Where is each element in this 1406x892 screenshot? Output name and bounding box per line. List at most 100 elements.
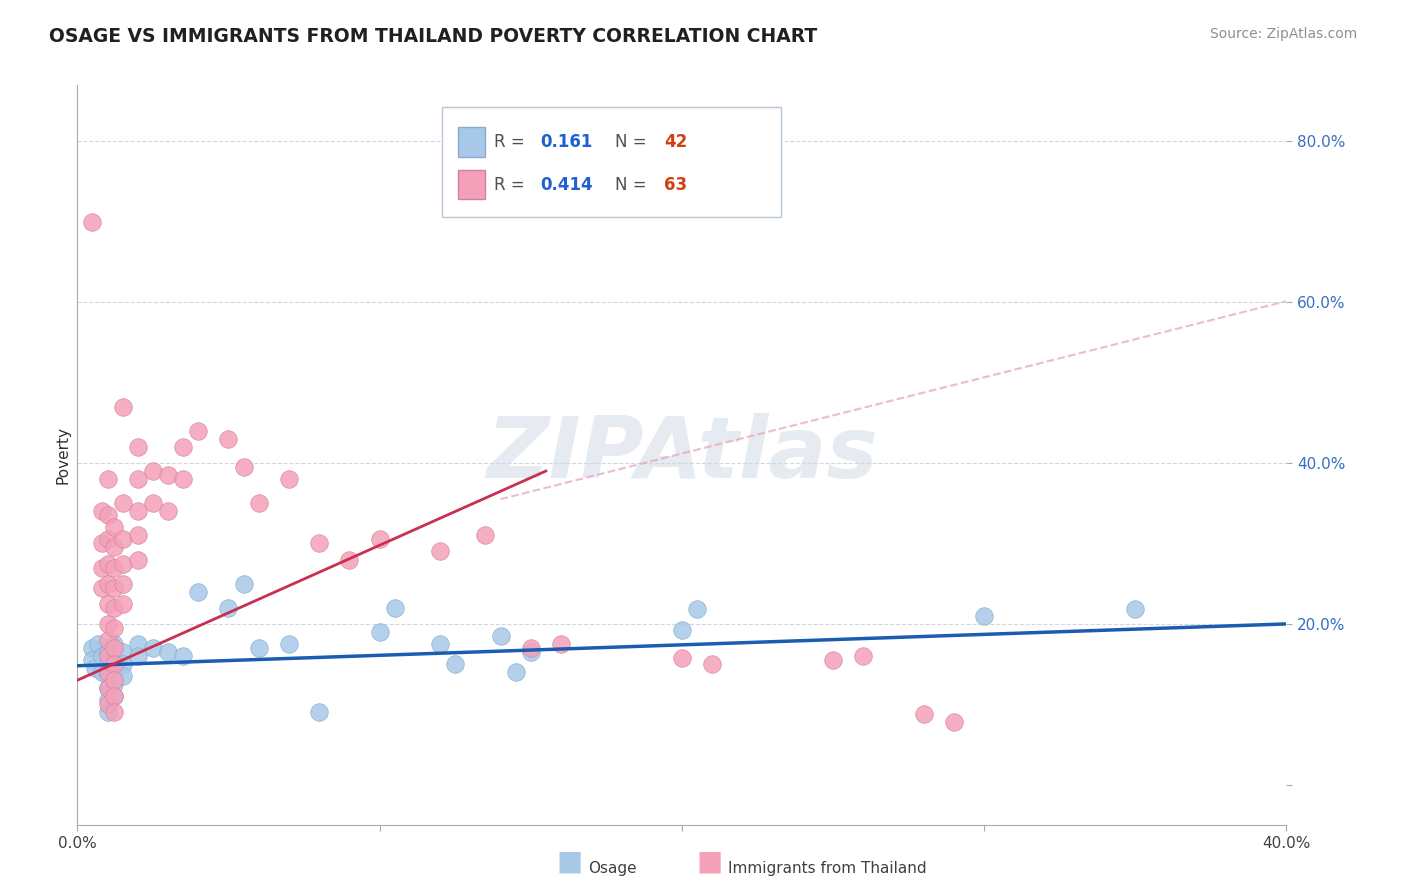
Point (103, 560, 125, 574)
Point (103, 677, 125, 691)
Point (103, 665, 125, 680)
Text: Immigrants from Thailand: Immigrants from Thailand (728, 861, 927, 876)
Point (96, 657, 118, 672)
Text: 63: 63 (664, 176, 688, 194)
Point (103, 657, 125, 672)
Point (96, 693, 118, 707)
Point (103, 673, 125, 688)
Point (671, 650, 693, 665)
Point (127, 504, 149, 518)
Point (90, 504, 112, 518)
Point (157, 645, 180, 659)
Point (1123, 602, 1146, 616)
Point (103, 690, 125, 704)
Point (157, 468, 180, 483)
Point (702, 657, 724, 672)
Point (111, 597, 134, 611)
Point (308, 706, 330, 720)
Point (232, 576, 254, 591)
Point (103, 600, 125, 615)
Point (82, 214, 104, 228)
Point (142, 464, 165, 478)
Point (550, 637, 572, 651)
Point (218, 432, 240, 446)
Point (247, 496, 270, 510)
Text: R =: R = (495, 133, 530, 151)
Point (127, 637, 149, 651)
FancyBboxPatch shape (458, 169, 485, 200)
Point (111, 400, 134, 414)
Point (187, 424, 209, 438)
Text: OSAGE VS IMMIGRANTS FROM THAILAND POVERTY CORRELATION CHART: OSAGE VS IMMIGRANTS FROM THAILAND POVERT… (49, 27, 817, 45)
Point (127, 528, 149, 542)
Point (96, 616, 118, 631)
Point (172, 649, 194, 664)
Point (368, 533, 391, 547)
Point (686, 602, 709, 616)
Text: R =: R = (495, 176, 530, 194)
Point (127, 552, 149, 566)
Point (111, 669, 134, 683)
Point (308, 536, 330, 550)
Point (111, 533, 134, 547)
Point (187, 584, 209, 599)
Point (429, 637, 451, 651)
Point (103, 637, 125, 651)
Point (520, 641, 543, 656)
Point (912, 706, 935, 721)
Point (474, 528, 496, 542)
Point (103, 581, 125, 595)
Point (384, 600, 406, 615)
Point (96, 472, 118, 486)
Point (103, 706, 125, 720)
Point (103, 541, 125, 555)
Point (96, 649, 118, 664)
Point (127, 472, 149, 486)
Point (444, 657, 467, 672)
Point (111, 496, 134, 510)
Text: Source: ZipAtlas.com: Source: ZipAtlas.com (1209, 27, 1357, 41)
Point (96, 681, 118, 696)
Point (278, 472, 301, 486)
Point (103, 621, 125, 635)
Point (90, 665, 112, 680)
Point (96, 597, 118, 611)
Point (96, 508, 118, 523)
Point (111, 645, 134, 659)
Point (90, 536, 112, 550)
Point (942, 715, 965, 730)
Point (84, 661, 107, 675)
Point (103, 641, 125, 656)
Point (111, 557, 134, 571)
Point (127, 440, 149, 454)
Point (852, 649, 875, 664)
Point (111, 657, 134, 672)
Point (87, 637, 110, 651)
Point (172, 440, 194, 454)
Point (96, 665, 118, 680)
Point (90, 581, 112, 595)
Text: 0.161: 0.161 (540, 133, 593, 151)
Point (82, 641, 104, 656)
Point (157, 504, 180, 518)
Point (671, 624, 693, 638)
Point (96, 698, 118, 712)
Point (142, 496, 165, 510)
FancyBboxPatch shape (458, 127, 485, 157)
Text: ■: ■ (697, 848, 723, 876)
Text: 42: 42 (664, 133, 688, 151)
Point (142, 641, 165, 656)
Text: ZIPAtlas: ZIPAtlas (486, 413, 877, 497)
Point (337, 552, 360, 566)
Point (96, 681, 118, 696)
Text: N =: N = (616, 176, 652, 194)
Point (96, 576, 118, 591)
Point (247, 641, 270, 656)
Point (96, 633, 118, 648)
Text: N =: N = (616, 133, 652, 151)
Point (96, 533, 118, 547)
Point (90, 560, 112, 574)
Point (505, 665, 527, 680)
Text: 0.414: 0.414 (540, 176, 593, 194)
FancyBboxPatch shape (443, 107, 782, 217)
